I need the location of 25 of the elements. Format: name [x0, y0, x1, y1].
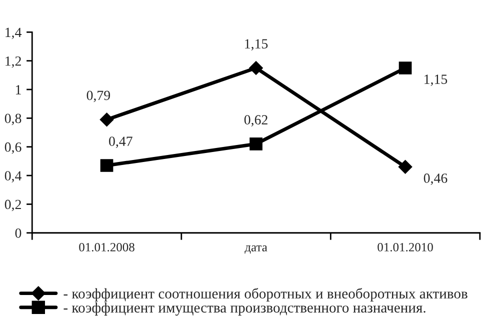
y-tick-label: 0,8 [4, 114, 22, 126]
data-label: 1,15 [245, 39, 268, 50]
point [100, 159, 114, 172]
y-tick-label: 0,2 [4, 200, 21, 212]
point [398, 160, 412, 174]
data-label: 0,46 [424, 174, 448, 185]
x-tick-label: дата [244, 245, 268, 254]
point [249, 61, 263, 75]
y-tick-label: 0,4 [4, 171, 22, 182]
y-tick-label: 0,6 [4, 142, 22, 154]
point [250, 138, 262, 150]
legend-label: - коэффициент имущества производственного назначения. [64, 302, 426, 316]
y-tick-label: 1 [16, 85, 21, 94]
y-tick-label: 1,4 [6, 28, 22, 40]
x-tick-label: 01.01.2008 [79, 242, 134, 252]
data-label: 0,79 [86, 90, 110, 102]
y-tick-label: 1,2 [6, 56, 21, 68]
point [100, 112, 114, 127]
y-tick-label: 0 [15, 228, 22, 238]
data-label: 1,15 [424, 74, 448, 86]
data-label: 0,47 [109, 136, 132, 148]
legend-label: - коэффициент соотношения оборотных и внеоборотных активов [64, 288, 468, 302]
data-label: 0,62 [244, 115, 268, 126]
x-tick-label: 01.01.2010 [378, 242, 433, 252]
point [398, 62, 412, 74]
